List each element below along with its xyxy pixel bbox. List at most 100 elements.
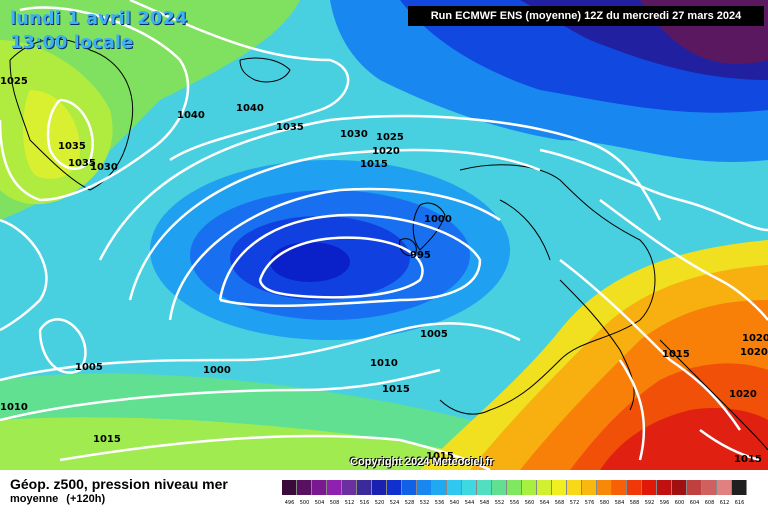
scale-label: 504 (314, 500, 325, 506)
scale-label: 516 (359, 500, 370, 506)
isobar-label: 1040 (236, 103, 264, 114)
color-scale (282, 480, 747, 495)
scale-swatch (522, 480, 537, 495)
scale-label: 588 (629, 500, 640, 506)
scale-swatch (612, 480, 627, 495)
scale-swatch (327, 480, 342, 495)
scale-swatch (597, 480, 612, 495)
scale-swatch (477, 480, 492, 495)
isobar-label: 1020 (729, 389, 757, 400)
scale-swatch (372, 480, 387, 495)
scale-label: 560 (524, 500, 535, 506)
scale-swatch (432, 480, 447, 495)
forecast-time: 13:00 locale (10, 32, 134, 53)
isobar-label: 1015 (662, 349, 690, 360)
scale-label: 572 (569, 500, 580, 506)
copyright-text: Copyright 2024 Meteociel.fr (350, 456, 494, 468)
isobar-label: 1030 (90, 162, 118, 173)
scale-label: 596 (659, 500, 670, 506)
scale-label: 508 (329, 500, 340, 506)
isobar-label: 1010 (0, 402, 28, 413)
isobar-label: 1000 (203, 365, 231, 376)
scale-label: 580 (599, 500, 610, 506)
scale-label: 496 (284, 500, 295, 506)
isobar-label: 1010 (370, 358, 398, 369)
scale-label: 532 (419, 500, 430, 506)
scale-swatch (297, 480, 312, 495)
scale-swatch (312, 480, 327, 495)
forecast-date: lundi 1 avril 2024 (10, 8, 188, 29)
scale-swatch (537, 480, 552, 495)
isobar-label: 1020 (742, 333, 768, 344)
isobar-lines (0, 0, 768, 470)
isobar-label: 1020 (372, 146, 400, 157)
isobar-label: 1035 (68, 158, 96, 169)
legend-lead-time: (+120h) (66, 493, 106, 505)
isobar-label: 1015 (382, 384, 410, 395)
color-scale-labels: 496 500 504 508 512 516 520 524 528 532 536 540 544 5… (282, 500, 747, 506)
isobar-label: 1030 (340, 129, 368, 140)
scale-swatch (732, 480, 747, 495)
isobar-label: 1025 (0, 76, 28, 87)
scale-label: 576 (584, 500, 595, 506)
scale-label: 540 (449, 500, 460, 506)
legend-panel: Géop. z500, pression niveau mer moyenne (… (0, 470, 768, 512)
isobar-label: 1020 (740, 347, 768, 358)
scale-swatch (582, 480, 597, 495)
scale-swatch (687, 480, 702, 495)
isobar-label: 1040 (177, 110, 205, 121)
legend-title: Géop. z500, pression niveau mer (10, 476, 228, 492)
scale-swatch (402, 480, 417, 495)
isobar-label: 1005 (75, 362, 103, 373)
scale-label: 500 (299, 500, 310, 506)
scale-swatch (447, 480, 462, 495)
scale-swatch (507, 480, 522, 495)
isobar-label: 1035 (58, 141, 86, 152)
scale-swatch (717, 480, 732, 495)
scale-swatch (492, 480, 507, 495)
scale-label: 528 (404, 500, 415, 506)
legend-subtitle: moyenne (+120h) (10, 493, 105, 505)
scale-swatch (462, 480, 477, 495)
geopotential-field: 1025 1040 1040 1035 1035 1030 1035 1030 … (0, 0, 768, 470)
scale-swatch (672, 480, 687, 495)
isobar-label: 1015 (360, 159, 388, 170)
isobar-labels: 1025 1040 1040 1035 1035 1030 1035 1030 … (0, 76, 768, 465)
weather-map: 1025 1040 1040 1035 1035 1030 1035 1030 … (0, 0, 768, 470)
scale-swatch (417, 480, 432, 495)
isobar-label: 995 (410, 250, 431, 261)
scale-label: 604 (689, 500, 700, 506)
coastlines (9, 38, 768, 451)
scale-label: 556 (509, 500, 520, 506)
scale-label: 568 (554, 500, 565, 506)
scale-swatch (387, 480, 402, 495)
scale-swatch (567, 480, 582, 495)
scale-label: 612 (719, 500, 730, 506)
isobar-label: 1015 (93, 434, 121, 445)
scale-label: 564 (539, 500, 550, 506)
scale-swatch (627, 480, 642, 495)
scale-label: 524 (389, 500, 400, 506)
scale-label: 584 (614, 500, 625, 506)
isobar-label: 1000 (424, 214, 452, 225)
isobar-label: 1015 (426, 451, 454, 462)
scale-swatch (642, 480, 657, 495)
scale-swatch (702, 480, 717, 495)
isobar-label: 1035 (276, 122, 304, 133)
scale-swatch (552, 480, 567, 495)
scale-swatch (357, 480, 372, 495)
scale-label: 616 (734, 500, 745, 506)
legend-mean-label: moyenne (10, 493, 59, 505)
scale-label: 536 (434, 500, 445, 506)
scale-label: 600 (674, 500, 685, 506)
scale-label: 544 (464, 500, 475, 506)
scale-swatch (282, 480, 297, 495)
run-info: Run ECMWF ENS (moyenne) 12Z du mercredi … (408, 6, 764, 26)
isobar-label: 1015 (734, 454, 762, 465)
scale-label: 548 (479, 500, 490, 506)
scale-swatch (342, 480, 357, 495)
isobar-label: 1005 (420, 329, 448, 340)
isobar-label: 1025 (376, 132, 404, 143)
scale-swatch (657, 480, 672, 495)
scale-label: 512 (344, 500, 355, 506)
